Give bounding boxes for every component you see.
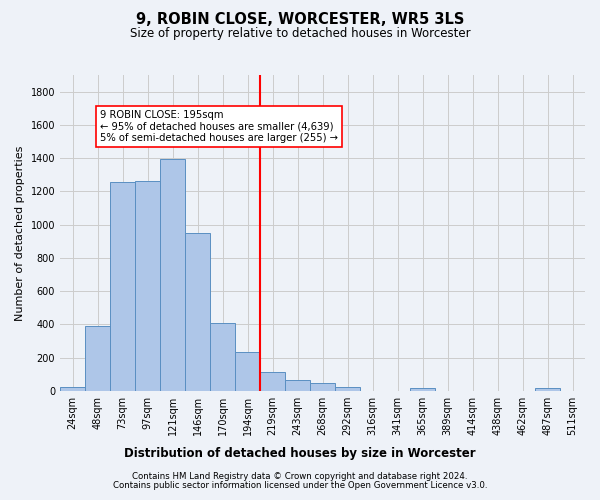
Bar: [335, 388, 360, 391]
Bar: [260, 372, 285, 391]
Bar: [210, 322, 235, 391]
Bar: [135, 182, 160, 391]
Text: Contains public sector information licensed under the Open Government Licence v3: Contains public sector information licen…: [113, 481, 487, 490]
Bar: [185, 233, 210, 391]
Text: Distribution of detached houses by size in Worcester: Distribution of detached houses by size …: [124, 448, 476, 460]
Text: 9, ROBIN CLOSE, WORCESTER, WR5 3LS: 9, ROBIN CLOSE, WORCESTER, WR5 3LS: [136, 12, 464, 28]
Y-axis label: Number of detached properties: Number of detached properties: [15, 145, 25, 320]
Bar: [310, 384, 335, 391]
Bar: [285, 380, 310, 391]
Bar: [160, 159, 185, 391]
Bar: [85, 326, 110, 391]
Text: 9 ROBIN CLOSE: 195sqm
← 95% of detached houses are smaller (4,639)
5% of semi-de: 9 ROBIN CLOSE: 195sqm ← 95% of detached …: [100, 110, 338, 143]
Bar: [535, 388, 560, 391]
Bar: [410, 388, 435, 391]
Bar: [235, 352, 260, 391]
Bar: [60, 386, 85, 391]
Text: Contains HM Land Registry data © Crown copyright and database right 2024.: Contains HM Land Registry data © Crown c…: [132, 472, 468, 481]
Bar: [110, 182, 135, 391]
Text: Size of property relative to detached houses in Worcester: Size of property relative to detached ho…: [130, 28, 470, 40]
